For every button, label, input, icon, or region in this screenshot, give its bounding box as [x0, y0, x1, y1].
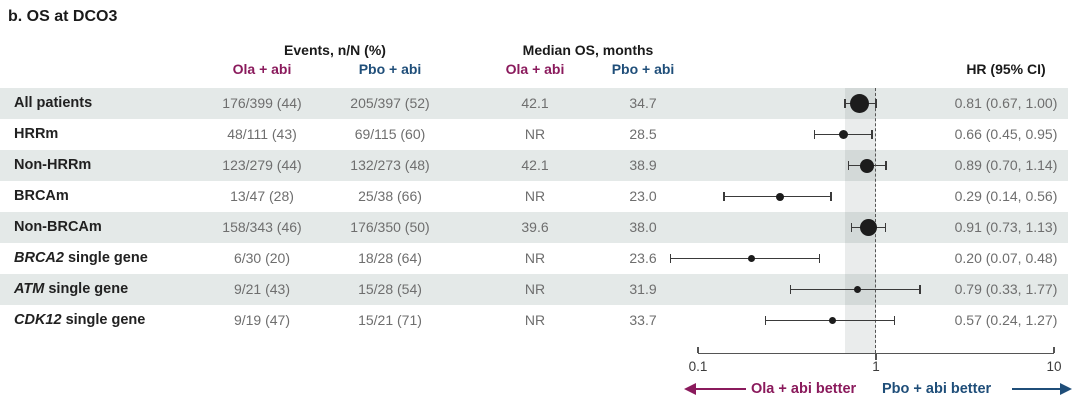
- median-ola-cell: NR: [524, 188, 546, 204]
- events-pbo-arm-header: Pbo + abi: [358, 61, 422, 77]
- median-pbo-cell: 23.0: [629, 188, 657, 204]
- subgroup-label-text: single gene: [63, 250, 148, 266]
- hr-ci-cell: 0.57 (0.24, 1.27): [954, 312, 1058, 328]
- events-pbo-cell: 15/28 (54): [358, 281, 422, 297]
- hr-ci-cell: 0.66 (0.45, 0.95): [954, 126, 1058, 142]
- table-row: BRCA2 single gene 6/30 (20) 18/28 (64) N…: [0, 243, 1068, 274]
- events-pbo-cell: 176/350 (50): [350, 219, 430, 235]
- subgroup-label: BRCA2 single gene: [14, 243, 148, 274]
- events-ola-cell: 48/111 (43): [227, 126, 297, 142]
- median-ola-cell: NR: [524, 250, 546, 266]
- median-ola-cell: NR: [524, 126, 546, 142]
- hr-ci-cell: 0.79 (0.33, 1.77): [954, 281, 1058, 297]
- median-ola-cell: NR: [524, 312, 546, 328]
- events-ola-arm-header: Ola + abi: [232, 61, 292, 77]
- subgroup-label-text: Non-BRCAm: [14, 219, 102, 235]
- subgroup-label: Non-HRRm: [14, 150, 91, 181]
- median-os-group-header: Median OS, months: [522, 42, 654, 58]
- x-axis-tick: [1053, 346, 1055, 353]
- median-pbo-cell: 38.0: [629, 219, 657, 235]
- table-row: All patients 176/399 (44) 205/397 (52) 4…: [0, 88, 1068, 119]
- median-pbo-cell: 33.7: [629, 312, 657, 328]
- table-row: CDK12 single gene 9/19 (47) 15/21 (71) N…: [0, 305, 1068, 336]
- pbo-better-arrow: [1012, 388, 1060, 391]
- hr-ci-cell: 0.20 (0.07, 0.48): [954, 250, 1058, 266]
- events-ola-cell: 176/399 (44): [222, 95, 302, 111]
- events-pbo-cell: 18/28 (64): [358, 250, 422, 266]
- x-axis-tick-label: 10: [1046, 358, 1062, 374]
- pbo-better-label: Pbo + abi better: [882, 381, 992, 397]
- gene-name: BRCA2: [14, 250, 64, 266]
- events-ola-cell: 9/19 (47): [233, 312, 291, 328]
- figure-title: b. OS at DCO3: [8, 8, 118, 25]
- events-group-header: Events, n/N (%): [284, 42, 386, 58]
- median-pbo-cell: 31.9: [629, 281, 657, 297]
- x-axis-tick-label: 0.1: [688, 358, 708, 374]
- right-arrowhead-icon: [1060, 383, 1072, 395]
- x-axis-tick-label: 1: [872, 358, 880, 374]
- median-ola-cell: 42.1: [521, 95, 549, 111]
- hr-ci-cell: 0.89 (0.70, 1.14): [954, 157, 1058, 173]
- subgroup-label: Non-BRCAm: [14, 212, 102, 243]
- ola-better-arrow: [696, 388, 746, 391]
- events-ola-cell: 6/30 (20): [233, 250, 291, 266]
- subgroup-label: HRRm: [14, 119, 58, 150]
- events-ola-cell: 9/21 (43): [233, 281, 291, 297]
- median-pbo-cell: 23.6: [629, 250, 657, 266]
- hr-ci-cell: 0.81 (0.67, 1.00): [954, 95, 1058, 111]
- subgroup-label: CDK12 single gene: [14, 305, 145, 336]
- subgroup-label-text: HRRm: [14, 126, 59, 142]
- subgroup-label-text: single gene: [44, 281, 129, 297]
- left-arrowhead-icon: [684, 383, 696, 395]
- subgroup-label: All patients: [14, 88, 92, 119]
- median-pbo-arm-header: Pbo + abi: [611, 61, 675, 77]
- subgroup-label-text: BRCAm: [14, 188, 69, 204]
- median-pbo-cell: 28.5: [629, 126, 657, 142]
- table-row: Non-BRCAm 158/343 (46) 176/350 (50) 39.6…: [0, 212, 1068, 243]
- hr-ci-cell: 0.91 (0.73, 1.13): [954, 219, 1058, 235]
- events-pbo-cell: 69/115 (60): [354, 126, 426, 142]
- table-row: BRCAm 13/47 (28) 25/38 (66) NR 23.0 0.29…: [0, 181, 1068, 212]
- subgroup-label-text: single gene: [61, 312, 146, 328]
- x-axis-tick: [697, 346, 699, 353]
- hr-ci-cell: 0.29 (0.14, 0.56): [954, 188, 1058, 204]
- events-pbo-cell: 25/38 (66): [358, 188, 422, 204]
- subgroup-label: BRCAm: [14, 181, 69, 212]
- events-pbo-cell: 205/397 (52): [350, 95, 430, 111]
- gene-name: ATM: [14, 281, 45, 297]
- table-row: HRRm 48/111 (43) 69/115 (60) NR 28.5 0.6…: [0, 119, 1068, 150]
- median-ola-cell: 39.6: [521, 219, 549, 235]
- subgroup-table: All patients 176/399 (44) 205/397 (52) 4…: [0, 88, 1080, 336]
- events-ola-cell: 158/343 (46): [222, 219, 302, 235]
- gene-name: CDK12: [14, 312, 62, 328]
- x-axis-tick: [875, 352, 877, 360]
- median-ola-cell: NR: [524, 281, 546, 297]
- events-pbo-cell: 132/273 (48): [350, 157, 430, 173]
- table-row: ATM single gene 9/21 (43) 15/28 (54) NR …: [0, 274, 1068, 305]
- table-row: Non-HRRm 123/279 (44) 132/273 (48) 42.1 …: [0, 150, 1068, 181]
- ola-better-label: Ola + abi better: [751, 381, 857, 397]
- median-ola-arm-header: Ola + abi: [505, 61, 565, 77]
- subgroup-label: ATM single gene: [14, 274, 128, 305]
- median-ola-cell: 42.1: [521, 157, 549, 173]
- subgroup-label-text: All patients: [14, 95, 93, 111]
- median-pbo-cell: 34.7: [629, 95, 657, 111]
- events-ola-cell: 13/47 (28): [230, 188, 294, 204]
- events-pbo-cell: 15/21 (71): [358, 312, 422, 328]
- median-pbo-cell: 38.9: [629, 157, 657, 173]
- hr-ci-column-header: HR (95% CI): [966, 61, 1046, 77]
- events-ola-cell: 123/279 (44): [222, 157, 302, 173]
- x-axis: [698, 352, 1054, 354]
- subgroup-label-text: Non-HRRm: [14, 157, 92, 173]
